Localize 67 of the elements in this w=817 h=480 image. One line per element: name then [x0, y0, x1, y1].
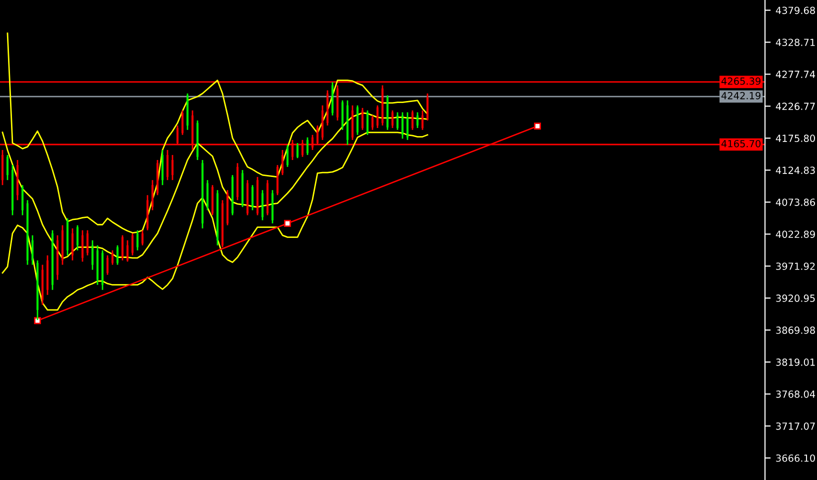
candlestick	[392, 110, 394, 129]
candlestick	[22, 184, 24, 216]
candlestick	[106, 254, 108, 276]
candlestick	[422, 110, 424, 131]
candlestick	[296, 142, 298, 159]
candlestick	[136, 230, 138, 252]
candlestick	[32, 234, 34, 266]
candlestick	[262, 189, 264, 221]
candlestick	[42, 264, 44, 306]
y-tick-label: 3717.07	[776, 422, 815, 430]
point	[534, 122, 541, 130]
candlestick	[426, 92, 428, 122]
y-tick-label: 4379.68	[776, 6, 815, 14]
y-tick-label: 3819.01	[776, 358, 815, 366]
candlestick	[116, 244, 118, 266]
candlestick	[72, 228, 74, 262]
candlestick	[406, 112, 408, 141]
point	[34, 317, 41, 324]
candlestick	[46, 254, 48, 296]
candlestick	[112, 250, 114, 266]
y-tick-label: 3768.04	[776, 390, 816, 398]
candlestick	[286, 144, 288, 168]
candlestick	[412, 110, 414, 131]
candlestick	[402, 112, 404, 140]
candlestick	[82, 230, 84, 262]
y-tick-label: 3971.92	[776, 262, 815, 270]
y-tick-label: 4226.77	[776, 102, 815, 110]
candlestick	[132, 232, 134, 256]
candlestick	[396, 112, 398, 131]
y-tick-label: 3920.95	[776, 294, 815, 302]
ref-line-label: 4242.19	[721, 92, 760, 100]
candlestick	[416, 112, 418, 129]
y-tick-label: 4022.89	[776, 230, 815, 238]
y-tick-label: 4073.86	[776, 198, 816, 206]
candlestick	[172, 154, 174, 181]
candlestick	[376, 104, 378, 129]
candlestick	[6, 154, 8, 181]
candlestick	[152, 179, 154, 211]
y-tick-label: 4328.71	[776, 38, 815, 46]
candlestick	[62, 224, 64, 266]
candlestick	[162, 149, 164, 186]
candlestick	[16, 159, 18, 201]
candlestick	[182, 110, 184, 136]
candlestick	[372, 114, 374, 131]
y-tick-label: 3869.98	[776, 326, 815, 334]
candlestick	[206, 179, 208, 211]
candlestick	[306, 136, 308, 156]
candlestick	[122, 234, 124, 262]
ref-line-label: 4165.70	[721, 140, 761, 148]
candlestick	[282, 149, 284, 176]
y-tick-label: 4124.83	[776, 166, 815, 174]
y-tick-label: 4175.80	[776, 134, 815, 142]
candlestick	[166, 149, 168, 181]
point	[284, 220, 291, 227]
candlestick	[252, 184, 254, 211]
candlestick	[76, 224, 78, 252]
candlestick	[366, 110, 368, 136]
candlestick	[86, 230, 88, 256]
y-tick-label: 3666.10	[776, 454, 815, 462]
ref-line-label: 4265.39	[721, 77, 760, 85]
candlestick	[2, 149, 4, 186]
candlestick	[92, 240, 94, 270]
candlestick	[142, 230, 144, 246]
candlestick	[126, 240, 128, 262]
candlestick	[362, 107, 364, 131]
candlestick	[96, 244, 98, 286]
y-tick-label: 4277.74	[776, 70, 816, 78]
